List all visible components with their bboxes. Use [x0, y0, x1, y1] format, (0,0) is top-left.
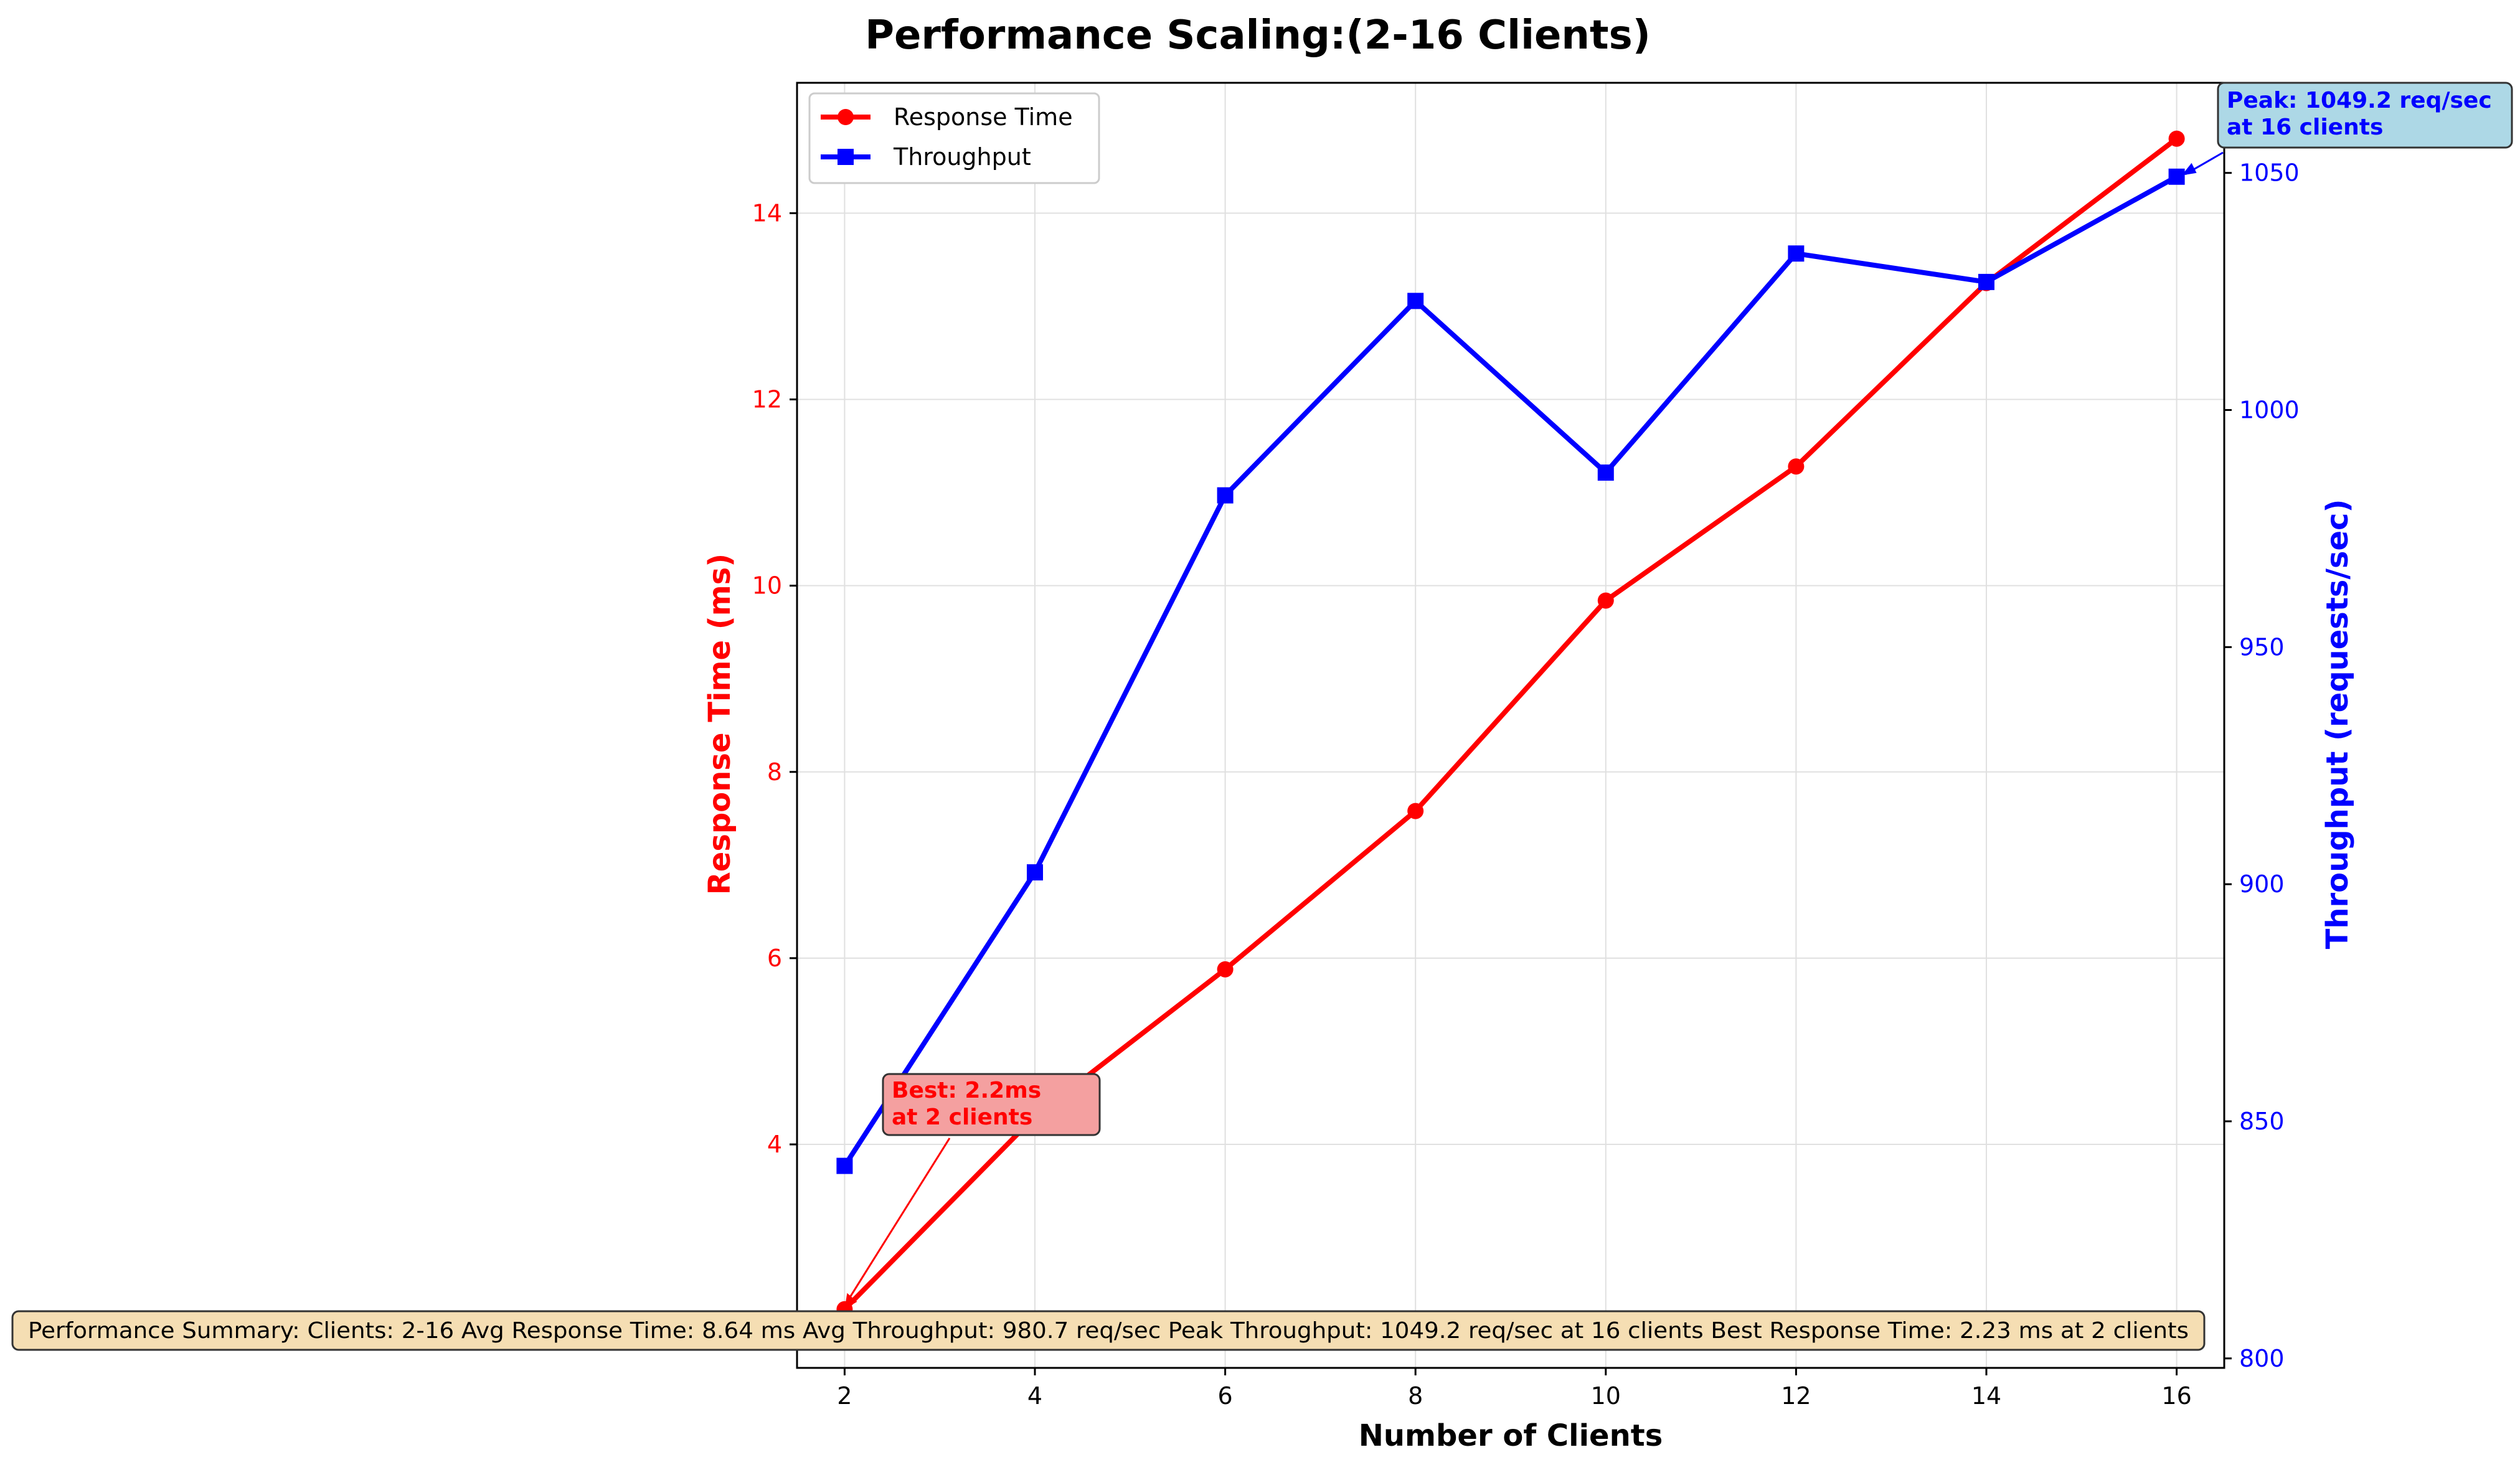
y-tick-label: 12 [752, 386, 782, 413]
y-tick-label: 8 [767, 758, 782, 786]
peak-annotation-box [2217, 82, 2513, 149]
y-axis-title: Response Time (ms) [702, 554, 737, 895]
best-annotation-arrowhead [844, 1293, 857, 1309]
y2-tick-label: 850 [2239, 1108, 2285, 1135]
y-tick-label: 14 [752, 199, 782, 227]
legend-box [808, 92, 1100, 184]
throughput-point [1027, 864, 1043, 881]
best-annotation-arrow [846, 1138, 951, 1303]
throughput-point [1597, 464, 1614, 481]
throughput-point [2168, 168, 2185, 185]
y-tick-label: 4 [767, 1131, 782, 1158]
x-tick-label: 2 [837, 1382, 852, 1410]
legend-throughput-marker [838, 149, 854, 165]
y-tick-label: 6 [767, 945, 782, 972]
best-annotation-line2: at 2 clients [892, 1105, 1032, 1130]
legend-response-marker [838, 109, 854, 125]
peak-annotation-line1: Peak: 1049.2 req/sec [2227, 88, 2492, 113]
grid-lines [797, 83, 2224, 1368]
throughput-point [836, 1157, 853, 1174]
x-tick-label: 12 [1781, 1382, 1811, 1410]
x-axis-title: Number of Clients [1359, 1418, 1663, 1453]
best-annotation-box [882, 1073, 1101, 1136]
y2-tick-label: 950 [2239, 633, 2285, 661]
response-time-point [1597, 592, 1614, 609]
x-tick-label: 8 [1408, 1382, 1423, 1410]
x-tick-label: 14 [1971, 1382, 2001, 1410]
x-tick-label: 4 [1027, 1382, 1042, 1410]
legend: Response Time Throughput [808, 92, 1100, 184]
summary-box: Performance Summary: Clients: 2-16 Avg R… [11, 1310, 2206, 1351]
y2-tick-label: 900 [2239, 870, 2285, 898]
throughput-point [1217, 487, 1234, 504]
axes-layer: 2 4 6 8 10 12 14 16 4 6 8 10 12 14 800 850 900 950 1000 105… [752, 82, 2300, 1410]
response-time-point [1217, 961, 1234, 978]
y-tick-label: 10 [752, 572, 782, 600]
x-tick-label: 16 [2161, 1382, 2191, 1410]
y2-tick-label: 1050 [2239, 159, 2300, 187]
throughput-point [1788, 245, 1805, 262]
best-annotation-line1: Best: 2.2ms [892, 1078, 1041, 1103]
peak-annotation-arrowhead [2181, 163, 2197, 176]
response-time-point [1788, 458, 1805, 475]
throughput-line [842, 174, 2178, 1167]
legend-response-label: Response Time [894, 103, 1073, 131]
peak-annotation-line2: at 16 clients [2227, 115, 2383, 140]
y2-tick-label: 800 [2239, 1345, 2285, 1372]
plot-frame [796, 82, 2225, 1369]
response-time-point [2168, 130, 2185, 147]
y2-axis-title: Throughput (requests/sec) [2320, 499, 2355, 949]
summary-box-bg [11, 1310, 2206, 1351]
throughput-point [1407, 293, 1424, 309]
x-tick-label: 6 [1218, 1382, 1233, 1410]
throughput-point [1978, 273, 1994, 290]
x-tick-label: 10 [1591, 1382, 1621, 1410]
response-time-point [1407, 803, 1424, 819]
chart-title: Performance Scaling:(2-16 Clients) [865, 12, 1651, 59]
summary-text: Performance Summary: Clients: 2-16 Avg R… [28, 1318, 2189, 1344]
legend-throughput-label: Throughput [893, 143, 1031, 171]
y2-tick-label: 1000 [2239, 397, 2300, 424]
